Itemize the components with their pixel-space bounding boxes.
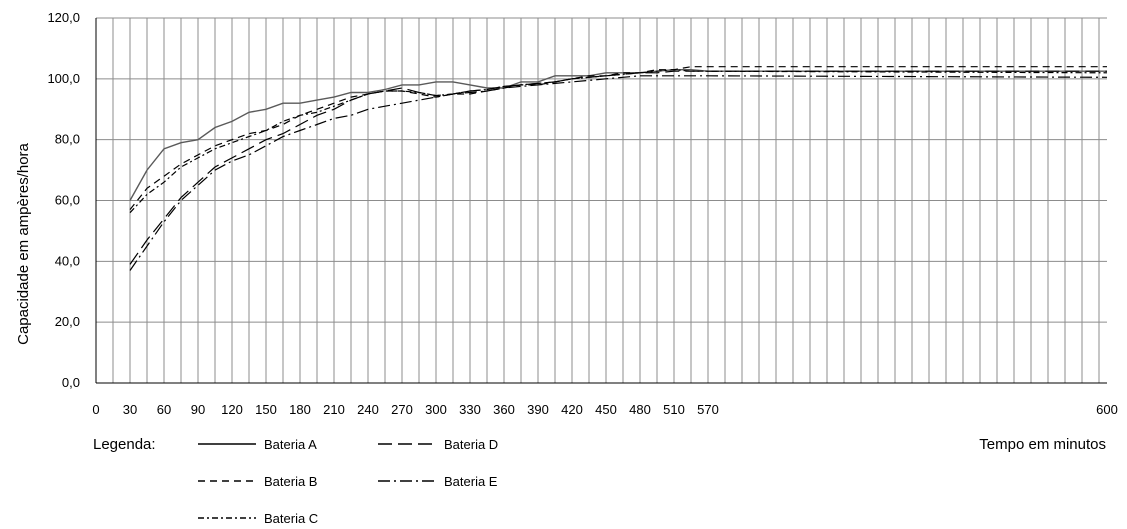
x-tick-label: 420 (561, 402, 583, 417)
x-axis-ticks: 0 30 60 90 120 150 180 210 240 270 300 330 360 390 420… (92, 402, 1117, 417)
y-tick-label: 80,0 (55, 132, 80, 147)
x-axis-label: Tempo em minutos (979, 436, 1106, 453)
y-axis-label: Capacidade em ampères/hora (15, 142, 32, 344)
series-line-bateria-c (129, 69, 1108, 214)
x-tick-label: 240 (357, 402, 379, 417)
x-tick-label: 300 (425, 402, 447, 417)
x-tick-label: 60 (157, 402, 171, 417)
legend-label: Bateria E (444, 474, 498, 489)
x-tick-label: 390 (527, 402, 549, 417)
chart-series-lines (129, 66, 1108, 271)
series-line-bateria-d (129, 70, 1107, 265)
series-line-bateria-b (129, 66, 1107, 210)
x-tick-label: 450 (595, 402, 617, 417)
x-tick-label: 150 (255, 402, 277, 417)
y-tick-label: 40,0 (55, 253, 80, 268)
x-tick-label: 120 (221, 402, 243, 417)
y-tick-label: 120,0 (47, 10, 80, 25)
x-tick-label: 480 (629, 402, 651, 417)
chart-grid (95, 17, 1107, 384)
x-tick-label: 180 (289, 402, 311, 417)
y-tick-label: 60,0 (55, 193, 80, 208)
legend-label: Bateria C (264, 511, 318, 526)
x-tick-label: 0 (92, 402, 99, 417)
y-tick-label: 100,0 (47, 71, 80, 86)
y-tick-label: 20,0 (55, 314, 80, 329)
series-line-bateria-e (129, 75, 1108, 271)
x-tick-label: 30 (123, 402, 137, 417)
x-tick-label: 270 (391, 402, 413, 417)
x-tick-label: 600 (1096, 402, 1118, 417)
x-tick-label: 90 (191, 402, 205, 417)
legend-label: Bateria D (444, 437, 498, 452)
x-tick-label: 210 (323, 402, 345, 417)
legend-title: Legenda: (93, 436, 156, 453)
legend-label: Bateria A (264, 437, 317, 452)
y-axis-ticks: 0,0 20,0 40,0 60,0 80,0 100,0 120,0 (47, 10, 80, 390)
y-tick-label: 0,0 (62, 375, 80, 390)
chart-legend: Bateria A Bateria B Bateria C Bateria D Bate… (198, 437, 498, 526)
x-tick-label: 510 (663, 402, 685, 417)
x-tick-label: 330 (459, 402, 481, 417)
legend-label: Bateria B (264, 474, 317, 489)
series-line-bateria-a (129, 68, 1107, 201)
x-tick-label: 360 (493, 402, 515, 417)
x-tick-label: 570 (697, 402, 719, 417)
